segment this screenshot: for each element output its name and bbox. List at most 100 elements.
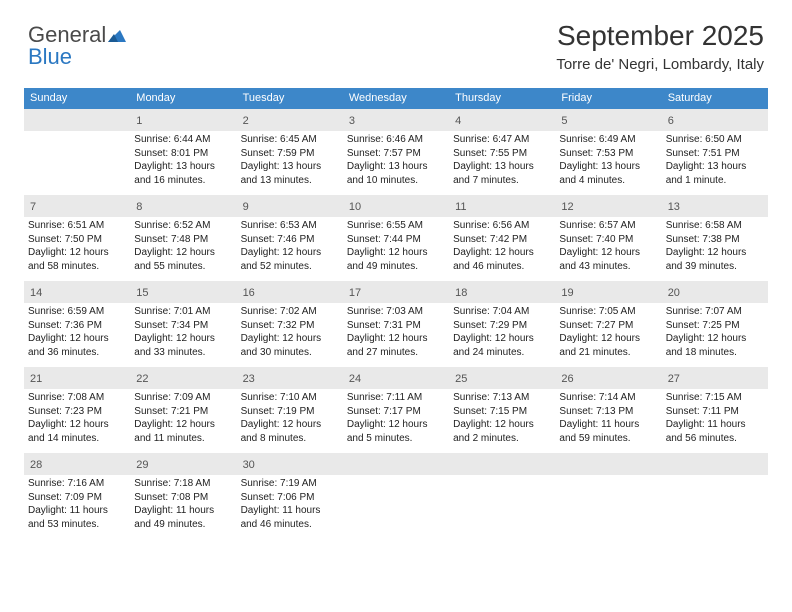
sunrise: Sunrise: 6:57 AM: [559, 219, 657, 233]
day-number: 23: [243, 373, 255, 385]
day-detail-cell: Sunrise: 6:53 AMSunset: 7:46 PMDaylight:…: [237, 217, 343, 281]
day-number-cell: 14: [24, 281, 130, 303]
daylight: Daylight: 12 hours and 27 minutes.: [347, 332, 445, 359]
day-number-cell: 25: [449, 367, 555, 389]
sunset: Sunset: 7:11 PM: [666, 405, 764, 419]
logo-triangle-icon: [108, 24, 126, 46]
day-detail-cell: Sunrise: 6:50 AMSunset: 7:51 PMDaylight:…: [662, 131, 768, 195]
day-number: 10: [349, 201, 361, 213]
day-number: 6: [668, 115, 674, 127]
day-number: 15: [136, 287, 148, 299]
day-number-cell: 6: [662, 109, 768, 131]
logo: General Blue: [28, 24, 126, 68]
day-detail-cell: Sunrise: 6:45 AMSunset: 7:59 PMDaylight:…: [237, 131, 343, 195]
sunset: Sunset: 7:32 PM: [241, 319, 339, 333]
day-number: 1: [136, 115, 142, 127]
day-detail-cell: Sunrise: 6:58 AMSunset: 7:38 PMDaylight:…: [662, 217, 768, 281]
day-number-cell: 17: [343, 281, 449, 303]
day-number-cell: 9: [237, 195, 343, 217]
week: 28 29 30 Sunrise: 7:16 AMSunset: 7:09 PMDay…: [24, 453, 768, 539]
dow-tue: Tuesday: [237, 88, 343, 109]
dow-thu: Thursday: [449, 88, 555, 109]
day-number-cell: 21: [24, 367, 130, 389]
day-number: 20: [668, 287, 680, 299]
day-number: 8: [136, 201, 142, 213]
sunset: Sunset: 7:50 PM: [28, 233, 126, 247]
location: Torre de' Negri, Lombardy, Italy: [556, 56, 764, 73]
sunrise: Sunrise: 7:05 AM: [559, 305, 657, 319]
day-detail-cell: Sunrise: 6:49 AMSunset: 7:53 PMDaylight:…: [555, 131, 661, 195]
day-number-cell: 13: [662, 195, 768, 217]
day-number: 21: [30, 373, 42, 385]
daylight: Daylight: 12 hours and 55 minutes.: [134, 246, 232, 273]
sunrise: Sunrise: 6:51 AM: [28, 219, 126, 233]
daylight: Daylight: 12 hours and 49 minutes.: [347, 246, 445, 273]
daylight: Daylight: 12 hours and 39 minutes.: [666, 246, 764, 273]
daylight: Daylight: 12 hours and 36 minutes.: [28, 332, 126, 359]
sunrise: Sunrise: 7:19 AM: [241, 477, 339, 491]
sunset: Sunset: 7:46 PM: [241, 233, 339, 247]
day-number-cell: 4: [449, 109, 555, 131]
day-number-row: 14151617181920: [24, 281, 768, 303]
day-number: 29: [136, 459, 148, 471]
sunset: Sunset: 7:57 PM: [347, 147, 445, 161]
week: 123456Sunrise: 6:44 AMSunset: 8:01 PMDay…: [24, 109, 768, 195]
day-detail-cell: [343, 475, 449, 539]
day-number: 30: [243, 459, 255, 471]
sunrise: Sunrise: 6:50 AM: [666, 133, 764, 147]
day-number-cell: 2: [237, 109, 343, 131]
daylight: Daylight: 12 hours and 24 minutes.: [453, 332, 551, 359]
day-detail-cell: Sunrise: 7:16 AMSunset: 7:09 PMDaylight:…: [24, 475, 130, 539]
calendar: Sunday Monday Tuesday Wednesday Thursday…: [24, 88, 768, 539]
daylight: Daylight: 12 hours and 58 minutes.: [28, 246, 126, 273]
sunrise: Sunrise: 7:14 AM: [559, 391, 657, 405]
sunset: Sunset: 7:59 PM: [241, 147, 339, 161]
daylight: Daylight: 13 hours and 4 minutes.: [559, 160, 657, 187]
weeks-container: 123456Sunrise: 6:44 AMSunset: 8:01 PMDay…: [24, 109, 768, 539]
sunset: Sunset: 7:40 PM: [559, 233, 657, 247]
day-number-cell: 7: [24, 195, 130, 217]
day-detail-cell: Sunrise: 6:46 AMSunset: 7:57 PMDaylight:…: [343, 131, 449, 195]
daylight: Daylight: 13 hours and 13 minutes.: [241, 160, 339, 187]
daylight: Daylight: 12 hours and 5 minutes.: [347, 418, 445, 445]
day-detail-cell: Sunrise: 7:10 AMSunset: 7:19 PMDaylight:…: [237, 389, 343, 453]
sunset: Sunset: 7:55 PM: [453, 147, 551, 161]
day-detail-cell: Sunrise: 7:14 AMSunset: 7:13 PMDaylight:…: [555, 389, 661, 453]
day-number: 28: [30, 459, 42, 471]
day-number-cell: 23: [237, 367, 343, 389]
sunset: Sunset: 8:01 PM: [134, 147, 232, 161]
day-number-cell: 24: [343, 367, 449, 389]
sunset: Sunset: 7:23 PM: [28, 405, 126, 419]
day-detail-cell: Sunrise: 7:02 AMSunset: 7:32 PMDaylight:…: [237, 303, 343, 367]
day-detail-cell: Sunrise: 7:01 AMSunset: 7:34 PMDaylight:…: [130, 303, 236, 367]
daylight: Daylight: 13 hours and 1 minute.: [666, 160, 764, 187]
day-number: 17: [349, 287, 361, 299]
daylight: Daylight: 12 hours and 21 minutes.: [559, 332, 657, 359]
day-number-cell: 10: [343, 195, 449, 217]
day-detail-cell: Sunrise: 7:05 AMSunset: 7:27 PMDaylight:…: [555, 303, 661, 367]
day-number-cell: 18: [449, 281, 555, 303]
day-detail-cell: Sunrise: 7:07 AMSunset: 7:25 PMDaylight:…: [662, 303, 768, 367]
day-number-cell: 1: [130, 109, 236, 131]
sunset: Sunset: 7:06 PM: [241, 491, 339, 505]
sunset: Sunset: 7:29 PM: [453, 319, 551, 333]
week: 21222324252627Sunrise: 7:08 AMSunset: 7:…: [24, 367, 768, 453]
day-detail-cell: Sunrise: 7:18 AMSunset: 7:08 PMDaylight:…: [130, 475, 236, 539]
day-number-cell: [449, 453, 555, 475]
sunrise: Sunrise: 7:13 AM: [453, 391, 551, 405]
sunrise: Sunrise: 7:04 AM: [453, 305, 551, 319]
sunrise: Sunrise: 6:45 AM: [241, 133, 339, 147]
dow-sat: Saturday: [662, 88, 768, 109]
daylight: Daylight: 13 hours and 7 minutes.: [453, 160, 551, 187]
day-number: 16: [243, 287, 255, 299]
month-title: September 2025: [556, 20, 764, 52]
day-content-row: Sunrise: 6:44 AMSunset: 8:01 PMDaylight:…: [24, 131, 768, 195]
sunset: Sunset: 7:48 PM: [134, 233, 232, 247]
day-number-cell: 11: [449, 195, 555, 217]
logo-part2: Blue: [28, 44, 72, 69]
day-number-cell: 3: [343, 109, 449, 131]
day-detail-cell: Sunrise: 6:55 AMSunset: 7:44 PMDaylight:…: [343, 217, 449, 281]
sunrise: Sunrise: 7:07 AM: [666, 305, 764, 319]
sunrise: Sunrise: 6:59 AM: [28, 305, 126, 319]
day-number-cell: 16: [237, 281, 343, 303]
